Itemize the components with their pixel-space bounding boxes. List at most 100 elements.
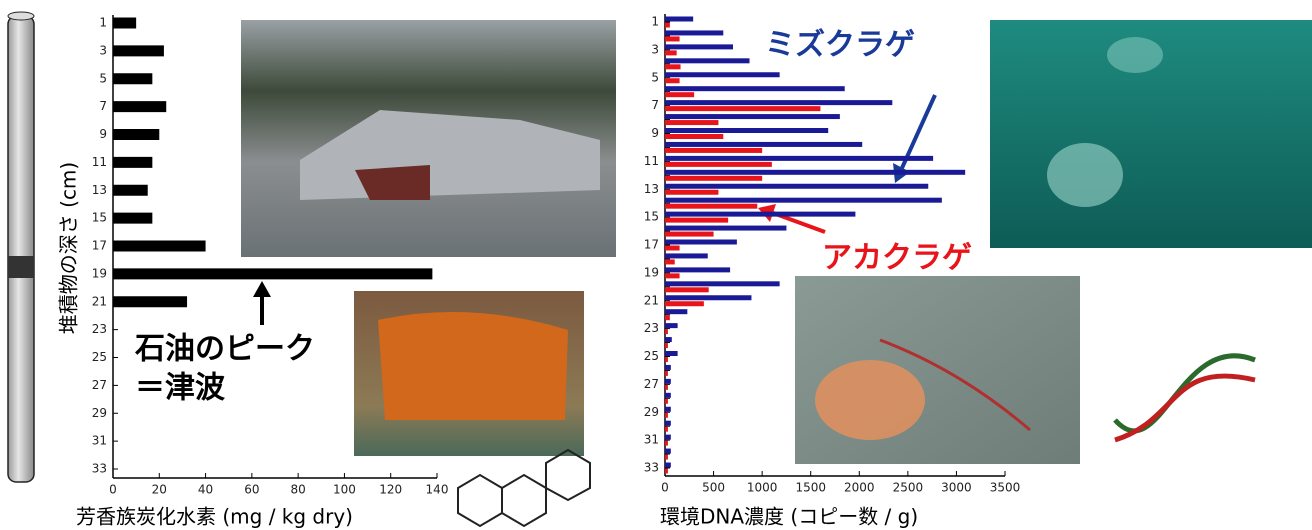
phenanthrene-structure: [457, 448, 591, 528]
y-axis-label: 堆積物の深さ (cm): [57, 162, 81, 334]
y-tick-label: 13: [92, 183, 107, 197]
x-tick-label: 60: [244, 483, 259, 497]
bar: [665, 134, 724, 139]
bar: [665, 64, 681, 70]
series-label: アカクラゲ: [822, 241, 972, 276]
y-tick-label: 23: [644, 321, 659, 335]
x-axis-label: 環境DNA濃度 (コピー数 / g): [660, 505, 918, 529]
bar: [665, 287, 709, 293]
bar: [665, 253, 708, 259]
bar: [665, 412, 668, 418]
y-tick-label: 5: [651, 70, 659, 84]
y-tick-label: 21: [644, 293, 659, 307]
y-tick-label: 23: [92, 322, 107, 336]
y-tick-label: 33: [644, 461, 659, 475]
bar: [665, 245, 680, 251]
photo-detail: [1047, 143, 1123, 207]
bar: [665, 343, 668, 349]
bar: [665, 315, 670, 321]
y-tick-label: 27: [644, 377, 659, 391]
y-tick-label: 17: [92, 239, 107, 253]
bar: [665, 462, 671, 468]
bar: [665, 440, 668, 446]
bar: [665, 58, 750, 64]
bar: [665, 211, 856, 217]
y-tick-label: 3: [99, 43, 107, 57]
y-tick-label: 33: [92, 462, 107, 476]
bar: [665, 169, 966, 175]
core-body: [7, 15, 35, 483]
bar: [665, 454, 668, 460]
bar: [665, 426, 668, 432]
x-tick-label: 500: [702, 481, 725, 495]
dna-icon: [1113, 353, 1256, 443]
y-tick-label: 9: [651, 126, 659, 140]
bar: [665, 114, 840, 120]
y-tick-label: 15: [92, 211, 107, 225]
bar: [665, 100, 893, 106]
bar: [665, 357, 668, 362]
y-tick-label: 7: [651, 98, 659, 112]
bar: [665, 448, 671, 454]
bar: [665, 155, 934, 161]
core-top: [7, 11, 35, 21]
y-tick-label: 29: [644, 405, 659, 419]
photo-detail: [815, 360, 925, 440]
bar: [665, 22, 670, 28]
bar: [665, 364, 671, 370]
y-tick-label: 21: [92, 294, 107, 308]
x-tick-label: 2000: [844, 481, 875, 495]
x-tick-label: 3000: [941, 481, 972, 495]
bar: [665, 281, 780, 287]
bar: [665, 370, 668, 376]
y-tick-label: 25: [644, 349, 659, 363]
bar: [665, 239, 737, 245]
bar: [665, 120, 719, 126]
y-tick-label: 3: [651, 42, 659, 56]
x-tick-label: 20: [152, 483, 167, 497]
bar: [665, 309, 688, 315]
photo-detail: [378, 312, 568, 420]
sediment-core: [7, 11, 35, 483]
bar: [665, 337, 672, 343]
bar: [665, 78, 680, 84]
x-tick-label: 100: [333, 483, 356, 497]
bar: [665, 468, 668, 474]
bar: [113, 212, 153, 224]
bar: [665, 217, 729, 223]
y-tick-label: 1: [651, 15, 659, 29]
bar: [113, 240, 206, 252]
annotation: ＝津波: [135, 371, 226, 406]
x-tick-label: 40: [198, 483, 213, 497]
bar: [113, 129, 160, 140]
y-tick-label: 29: [92, 406, 107, 420]
x-tick-label: 0: [661, 481, 669, 495]
bar: [665, 141, 863, 147]
y-tick-label: 25: [92, 350, 107, 364]
bar: [665, 183, 929, 189]
bar: [665, 203, 758, 209]
bar: [665, 225, 787, 231]
bar: [665, 50, 677, 56]
bar: [665, 189, 719, 195]
x-tick-label: 1000: [747, 481, 778, 495]
y-tick-label: 9: [99, 127, 107, 141]
bar: [665, 392, 671, 398]
y-tick-label: 11: [92, 155, 107, 169]
bar: [113, 101, 167, 113]
bar: [113, 184, 148, 196]
photo-detail: [1107, 37, 1163, 73]
bar: [665, 267, 731, 273]
photo-detail: [879, 338, 1031, 432]
bar: [665, 16, 694, 22]
bar: [113, 296, 188, 308]
y-tick-label: 19: [644, 265, 659, 279]
y-tick-label: 31: [92, 434, 107, 448]
bar: [665, 273, 680, 279]
bar: [665, 128, 829, 133]
bar: [665, 197, 942, 203]
bar: [665, 384, 668, 390]
bar: [665, 92, 695, 98]
bar: [113, 17, 137, 29]
